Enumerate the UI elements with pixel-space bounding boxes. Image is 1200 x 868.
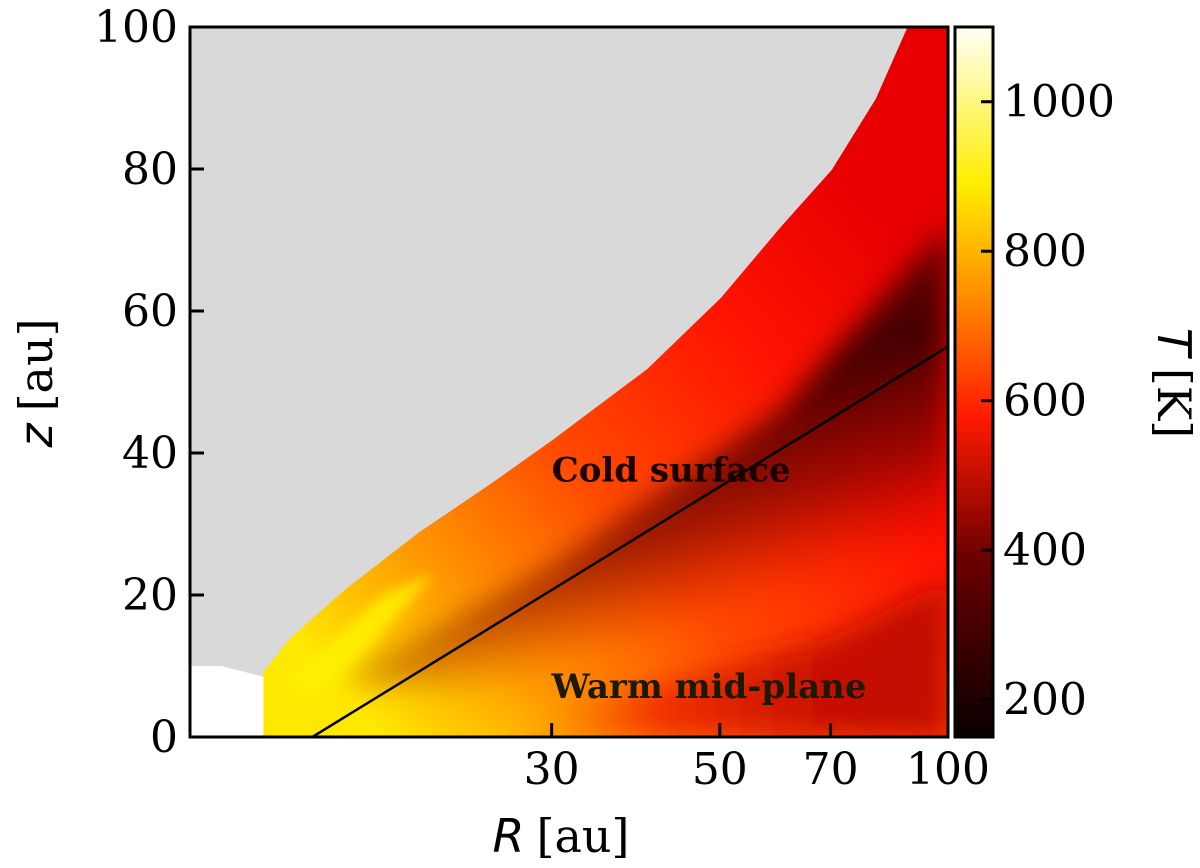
y-tick-label: 0 xyxy=(150,712,178,763)
disk-surface-edge xyxy=(262,27,908,671)
y-axis-unit: [au] xyxy=(9,318,63,411)
cold-shadow-band xyxy=(344,225,948,702)
colorbar-tick-label: 600 xyxy=(1003,376,1087,427)
y-tick-label: 100 xyxy=(94,2,178,53)
x-axis-unit: [au] xyxy=(537,809,630,863)
heatmap-area: Cold surface Warm mid-plane xyxy=(190,27,948,737)
y-axis-ticks: 0 20 40 60 80 100 xyxy=(94,2,204,763)
colorbar-symbol: T xyxy=(1147,328,1200,360)
plot-frame xyxy=(188,25,950,739)
annotation-cold-surface: Cold surface xyxy=(552,450,791,490)
x-tick-label: 30 xyxy=(524,744,580,795)
colorbar: 200 400 600 800 1000 T [K] xyxy=(953,25,1200,739)
x-tick-label: 50 xyxy=(692,744,748,795)
hot-inner-rim xyxy=(281,573,435,691)
annotation-warm-mid-plane: Warm mid-plane xyxy=(551,667,867,707)
y-axis-symbol: z xyxy=(9,423,63,449)
y-tick-label: 80 xyxy=(122,144,178,195)
x-axis-symbol: R xyxy=(493,809,525,863)
y-tick-label: 20 xyxy=(122,570,178,621)
x-axis-ticks: 30 50 70 100 xyxy=(524,723,990,795)
colorbar-tick-label: 800 xyxy=(1003,226,1087,277)
colorbar-tick-label: 400 xyxy=(1003,525,1087,576)
x-tick-label: 100 xyxy=(906,744,990,795)
y-axis-label: z [au] xyxy=(9,318,63,448)
colorbar-gradient xyxy=(953,25,995,739)
x-tick-label: 70 xyxy=(803,744,859,795)
y-tick-label: 60 xyxy=(122,286,178,337)
y-tick-label: 40 xyxy=(122,428,178,479)
colorbar-tick-label: 1000 xyxy=(1003,77,1115,128)
colorbar-unit: [K] xyxy=(1147,368,1200,438)
mid-plane-warm-zone xyxy=(449,580,948,737)
colorbar-tick-label: 200 xyxy=(1003,675,1087,726)
x-axis-label: R [au] xyxy=(493,809,630,863)
colorbar-label: T [K] xyxy=(1147,328,1200,438)
boundary-line xyxy=(311,345,948,737)
colorbar-ticks: 200 400 600 800 1000 xyxy=(981,77,1115,726)
